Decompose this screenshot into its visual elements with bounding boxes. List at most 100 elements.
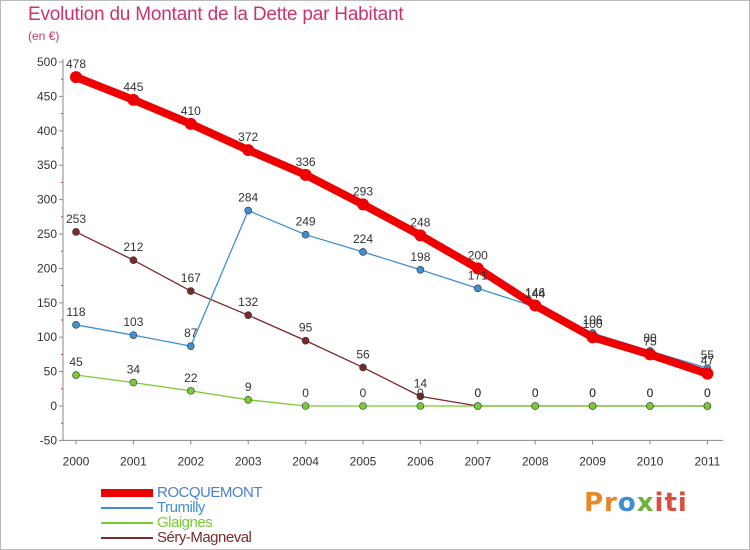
data-point	[416, 265, 425, 274]
data-label: 0	[474, 386, 481, 400]
legend-item: Glaignes	[101, 514, 361, 531]
series-line-3	[75, 231, 709, 407]
data-point	[586, 331, 599, 344]
data-point	[299, 168, 312, 181]
legend-label: Trumilly	[157, 499, 205, 516]
data-label: 0	[532, 386, 539, 400]
data-point	[357, 198, 369, 211]
x-tick-label: 2000	[63, 454, 90, 468]
data-label: 253	[66, 212, 86, 226]
data-point	[187, 342, 195, 350]
data-point	[72, 321, 80, 329]
data-label: 87	[184, 326, 198, 340]
data-label: 167	[181, 271, 201, 285]
legend-label: Glaignes	[157, 514, 213, 531]
data-point	[529, 299, 542, 312]
legend-item: ROCQUEMONT	[101, 484, 361, 501]
data-point	[416, 392, 425, 401]
data-point	[129, 378, 138, 387]
logo-part: Pr	[584, 488, 618, 518]
data-label: 284	[238, 191, 258, 205]
series-line-2	[75, 374, 709, 407]
data-label: 293	[353, 184, 373, 198]
legend-label: ROCQUEMONT	[157, 484, 263, 501]
x-tick-label: 2011	[694, 454, 720, 468]
data-label: 478	[66, 57, 86, 71]
x-tick-label: 2006	[407, 454, 434, 468]
data-label: 0	[532, 386, 539, 400]
data-label: 0	[647, 386, 654, 400]
data-label: 445	[123, 80, 143, 94]
series-line-0	[72, 73, 712, 378]
data-point	[244, 396, 252, 404]
data-label: 0	[704, 386, 711, 400]
data-label: 0	[417, 386, 424, 400]
y-tick-label: -50	[40, 433, 58, 447]
x-tick-label: 2007	[464, 454, 491, 468]
x-tick-label: 2003	[235, 454, 262, 468]
logo-part: iti	[654, 488, 688, 518]
data-point	[359, 402, 367, 410]
data-point	[301, 230, 310, 239]
data-label: 0	[647, 386, 654, 400]
data-label: 0	[360, 386, 367, 400]
proxiti-logo: Proxiti	[584, 488, 688, 518]
x-tick-label: 2009	[579, 454, 606, 468]
y-tick-label: 50	[44, 365, 58, 379]
x-tick-label: 2001	[120, 454, 147, 468]
data-point	[187, 387, 195, 395]
data-point	[301, 402, 310, 410]
data-point	[244, 206, 252, 215]
data-label: 372	[238, 130, 258, 144]
y-tick-label: 250	[37, 227, 57, 241]
data-label: 0	[302, 386, 309, 400]
logo-part: o	[617, 488, 637, 518]
chart-title: Evolution du Montant de la Dette par Hab…	[28, 4, 404, 25]
data-label: 212	[123, 240, 143, 254]
data-label: 103	[123, 315, 143, 329]
data-point	[359, 248, 367, 256]
logo-part: x	[636, 488, 655, 518]
y-tick-label: 350	[37, 158, 57, 172]
data-label: 34	[127, 363, 141, 377]
data-point	[473, 284, 482, 293]
data-label: 14	[414, 376, 428, 390]
data-point	[72, 371, 80, 379]
legend-item: Séry-Magneval	[101, 529, 361, 546]
data-point	[359, 363, 367, 372]
x-tick-label: 2002	[177, 454, 204, 468]
x-tick-label: 2005	[350, 454, 377, 468]
y-tick-label: 150	[37, 296, 57, 310]
data-point	[242, 144, 255, 157]
data-label: 9	[245, 380, 252, 394]
data-point	[588, 402, 597, 410]
data-label: 198	[410, 250, 430, 264]
data-point	[244, 311, 252, 319]
data-point	[701, 367, 714, 380]
legend: ROCQUEMONT Trumilly Glaignes Séry-Magneval	[101, 484, 361, 546]
data-label: 0	[474, 386, 481, 400]
legend-swatch	[101, 507, 153, 509]
data-label: 249	[296, 215, 316, 229]
data-point	[471, 262, 484, 275]
data-label: 75	[643, 334, 657, 348]
data-point	[187, 287, 195, 295]
x-tick-label: 2008	[522, 454, 549, 468]
data-label: 95	[299, 321, 313, 335]
data-label: 47	[701, 354, 715, 368]
data-label: 410	[181, 104, 201, 118]
data-point	[127, 93, 140, 106]
data-label: 336	[296, 155, 316, 169]
data-point	[703, 402, 712, 410]
data-point	[129, 256, 138, 264]
data-label: 132	[238, 295, 258, 309]
legend-swatch	[101, 489, 153, 497]
data-label: 248	[410, 215, 430, 229]
chart-subtitle: (en €)	[28, 29, 60, 43]
data-point	[416, 402, 425, 410]
data-point	[531, 402, 540, 410]
legend-swatch	[101, 522, 153, 524]
data-point	[129, 331, 138, 339]
